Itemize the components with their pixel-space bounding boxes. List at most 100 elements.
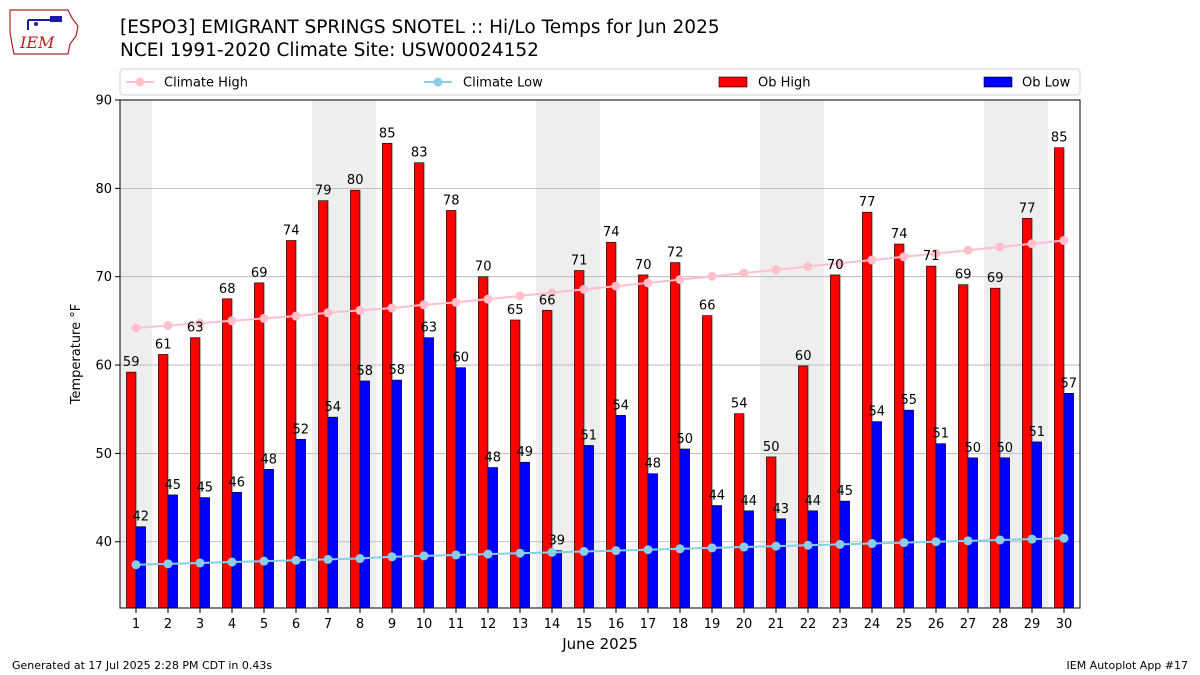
climate-high-point	[355, 305, 365, 315]
x-tick-label: 22	[800, 617, 817, 632]
climate-high-point	[739, 268, 749, 278]
climate-high-point	[579, 284, 589, 294]
climate-high-point	[899, 252, 909, 262]
climate-low-point	[259, 556, 269, 566]
climate-high-point	[803, 262, 813, 272]
ob-high-bar	[798, 365, 809, 609]
ob-low-label: 54	[869, 405, 886, 420]
svg-text:IEM: IEM	[19, 33, 55, 52]
ob-low-label: 58	[389, 363, 406, 378]
legend-ob-high-label: Ob High	[758, 76, 811, 91]
climate-low-point	[291, 555, 301, 565]
x-tick-label: 29	[1024, 617, 1041, 632]
ob-high-label: 83	[411, 146, 428, 161]
climate-low-point	[611, 546, 621, 556]
x-tick-label: 26	[928, 617, 945, 632]
ob-low-bar	[231, 491, 242, 609]
legend-ob-low-swatch	[983, 76, 1013, 88]
climate-high-point	[963, 245, 973, 255]
ob-low-label: 60	[453, 351, 470, 366]
ob-high-bar	[542, 309, 553, 609]
ob-low-label: 44	[741, 494, 758, 509]
climate-low-point	[803, 540, 813, 550]
climate-high-point	[1027, 239, 1037, 249]
x-tick-label: 17	[640, 617, 657, 632]
climate-low-line	[135, 537, 1065, 566]
ob-low-label: 45	[837, 484, 854, 499]
climate-low-point	[867, 539, 877, 549]
climate-low-point	[739, 542, 749, 552]
ob-low-bar	[807, 510, 818, 609]
climate-low-point	[515, 548, 525, 558]
x-tick-label: 18	[672, 617, 689, 632]
ob-high-label: 65	[507, 303, 524, 318]
climate-low-point	[355, 554, 365, 564]
ob-low-label: 39	[549, 534, 566, 549]
ob-low-bar	[967, 457, 978, 609]
ob-high-label: 79	[315, 184, 332, 199]
x-tick-label: 13	[512, 617, 529, 632]
climate-low-point	[387, 552, 397, 562]
ob-high-label: 66	[699, 299, 716, 314]
ob-high-bar	[190, 337, 201, 609]
climate-high-point	[611, 281, 621, 291]
climate-low-point	[131, 560, 141, 570]
x-tick-label: 24	[864, 617, 881, 632]
climate-high-point	[547, 288, 557, 298]
ob-high-label: 50	[763, 440, 780, 455]
ob-low-label: 54	[325, 400, 342, 415]
climate-high-point	[195, 318, 205, 328]
ob-low-label: 58	[357, 364, 374, 379]
ob-high-bar	[734, 413, 745, 609]
ob-low-bar	[743, 510, 754, 609]
x-tick-label: 7	[324, 617, 332, 632]
climate-high-point	[419, 300, 429, 310]
ob-low-bar	[423, 337, 434, 609]
iem-logo: IEM	[6, 4, 82, 64]
x-tick-label: 9	[388, 617, 396, 632]
bar-labels: 59 42 61 45 63 45 68 46 69 48 74 52 79 54 80 58 85 58 83 63…	[123, 126, 1077, 548]
ob-low-bar	[263, 468, 274, 609]
ob-low-label: 51	[933, 427, 950, 442]
ob-low-label: 57	[1061, 376, 1078, 391]
ob-low-bar	[391, 379, 402, 609]
climate-high-point	[163, 321, 173, 331]
x-tick-label: 3	[196, 617, 204, 632]
ob-low-bar	[679, 448, 690, 609]
climate-high-point	[515, 291, 525, 301]
climate-high-point	[675, 275, 685, 285]
climate-high-point	[707, 271, 717, 281]
climate-high-point	[451, 297, 461, 307]
legend-box	[119, 68, 1081, 96]
climate-low-point	[835, 539, 845, 549]
ob-low-label: 55	[901, 393, 918, 408]
ob-low-bar	[775, 518, 786, 609]
climate-low-point	[707, 543, 717, 553]
ob-low-label: 49	[517, 445, 534, 460]
ob-low-label: 51	[1029, 425, 1046, 440]
ob-low-bar	[903, 409, 914, 609]
legend-climate-low-marker	[433, 77, 443, 87]
ob-high-bar	[830, 274, 841, 609]
ob-low-label: 63	[421, 321, 438, 336]
ob-low-label: 44	[805, 494, 822, 509]
x-tick-label: 15	[576, 617, 593, 632]
ob-low-label: 50	[997, 441, 1014, 456]
climate-high-point	[259, 313, 269, 323]
ob-low-bar	[487, 467, 498, 609]
climate-high-point	[323, 308, 333, 318]
ob-high-label: 71	[923, 249, 940, 264]
x-tick-label: 12	[480, 617, 497, 632]
climate-high-point	[227, 316, 237, 326]
ob-low-label: 45	[197, 481, 214, 496]
ob-low-label: 43	[773, 502, 790, 517]
ob-high-label: 69	[987, 271, 1004, 286]
ob-high-bar	[350, 189, 361, 609]
ob-high-bar	[126, 371, 137, 609]
climate-low-point	[547, 547, 557, 557]
ob-high-label: 68	[219, 282, 236, 297]
ob-low-bar	[455, 367, 466, 609]
legend-ob-low-label: Ob Low	[1022, 76, 1071, 91]
ob-low-bar	[359, 380, 370, 609]
